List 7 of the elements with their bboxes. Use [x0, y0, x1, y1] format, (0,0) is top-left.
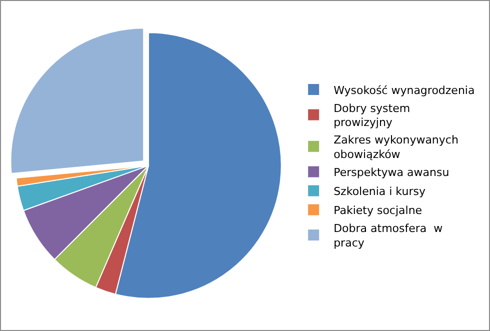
legend-label: Dobra atmosfera w pracy	[334, 222, 443, 250]
legend-label: Wysokość wynagrodzenia	[334, 84, 475, 97]
legend-label: Szkolenia i kursy	[334, 184, 426, 198]
legend-label: Dobry system prowizyjny	[334, 102, 410, 130]
legend-label: Zakres wykonywanych obowiązków	[334, 134, 458, 161]
legend-label: Pakiety socjalne	[334, 204, 422, 217]
legend-label: Perspektywa awansu	[334, 166, 450, 179]
